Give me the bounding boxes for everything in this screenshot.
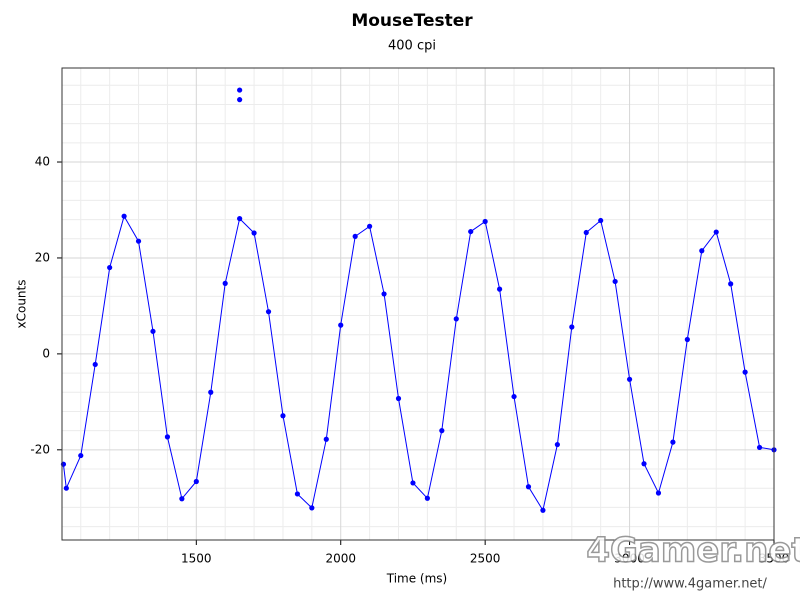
x-tick-label: 2000 [325,552,356,566]
data-point [63,485,69,491]
data-point [670,439,676,445]
data-point [468,228,474,235]
data-point [121,213,127,219]
x-axis-label: Time (ms) [386,572,448,586]
data-point [107,264,113,271]
data-point [641,461,647,467]
data-point [713,229,719,235]
data-point [742,369,748,375]
chart-title: MouseTester [351,11,473,31]
data-point [395,395,402,402]
data-point [540,507,546,513]
plot-area: 1500 2000 2500 3000 3500 -20 0 20 40 [30,67,790,566]
x-tick-label: 3000 [614,552,645,566]
data-point [655,490,662,496]
data-point [496,286,503,292]
data-point [150,328,156,334]
data-point [237,216,243,222]
data-point [453,316,459,322]
data-point [367,223,373,229]
data-point [569,324,575,330]
data-point [410,480,416,486]
data-point [381,291,387,297]
plot-background [62,68,774,540]
data-point [756,444,763,451]
x-tick-label: 2500 [470,552,501,566]
data-point [728,281,734,287]
y-tick-label: 40 [35,155,50,169]
data-point [323,436,329,442]
data-point [554,441,560,448]
data-point [684,336,690,343]
data-point [265,309,272,315]
x-tick-label: 3500 [759,552,790,566]
data-point [424,495,430,501]
data-point [525,484,532,490]
watermark-url: http://www.4gamer.net/ [613,577,767,592]
y-tick-label: -20 [30,442,50,456]
watermark: 4Gamer.net [586,531,800,571]
data-point [222,280,228,286]
data-point [352,233,358,239]
data-point [511,393,517,400]
data-point [309,505,315,511]
data-point [251,230,257,236]
data-point [78,452,84,459]
data-point [92,361,98,368]
data-point [193,478,199,485]
data-point [280,413,286,419]
plot-border [61,67,775,541]
data-point [135,238,142,244]
data-point [237,97,243,103]
data-point [583,229,589,236]
data-point [338,322,344,328]
data-point [179,496,185,502]
data-point [237,87,243,93]
data-point [164,434,171,440]
data-point [612,278,618,285]
y-tick-label: 0 [42,346,50,360]
chart-subtitle: 400 cpi [388,39,436,54]
y-axis-label: xCounts [15,280,29,329]
x-tick-label: 1500 [181,552,212,566]
data-point [626,376,633,382]
data-point [294,491,301,497]
data-point [208,389,214,395]
data-point [699,248,705,254]
data-point [598,217,604,224]
y-tick-label: 20 [35,250,50,264]
data-point [439,428,445,434]
data-point [482,218,488,225]
